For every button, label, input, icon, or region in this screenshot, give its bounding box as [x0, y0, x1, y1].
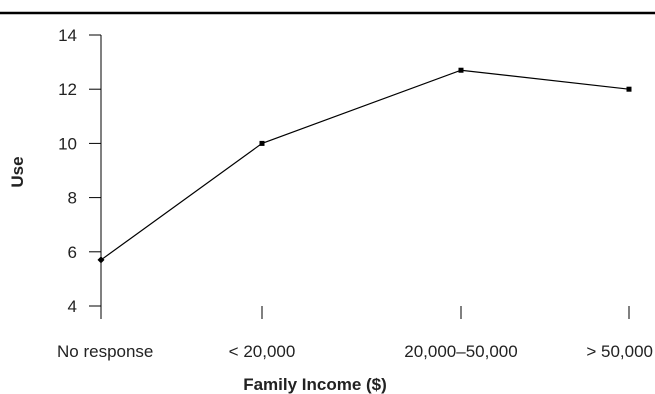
- series-line: [100, 69, 630, 261]
- y-tick-label: 10: [58, 134, 77, 153]
- data-point: [626, 86, 632, 92]
- x-tick-label: < 20,000: [229, 342, 296, 361]
- y-tick-label: 14: [58, 26, 77, 45]
- data-point: [97, 256, 105, 264]
- data-point: [458, 67, 464, 73]
- series-layer: [97, 67, 632, 264]
- y-tick-label: 6: [68, 243, 77, 262]
- data-point: [259, 140, 265, 146]
- x-tick-label: 20,000–50,000: [404, 342, 517, 361]
- y-axis: 4 6 8 10 12 14: [58, 26, 102, 316]
- y-axis-title: Use: [8, 156, 27, 187]
- y-tick-label: 12: [58, 80, 77, 99]
- x-tick-label: > 50,000: [586, 342, 653, 361]
- y-tick-label: 4: [68, 297, 77, 316]
- x-tick-label: No response: [57, 342, 153, 361]
- x-axis-title: Family Income ($): [243, 375, 387, 394]
- x-axis: No response < 20,000 20,000–50,000 > 50,000: [57, 306, 653, 361]
- y-tick-label: 8: [68, 189, 77, 208]
